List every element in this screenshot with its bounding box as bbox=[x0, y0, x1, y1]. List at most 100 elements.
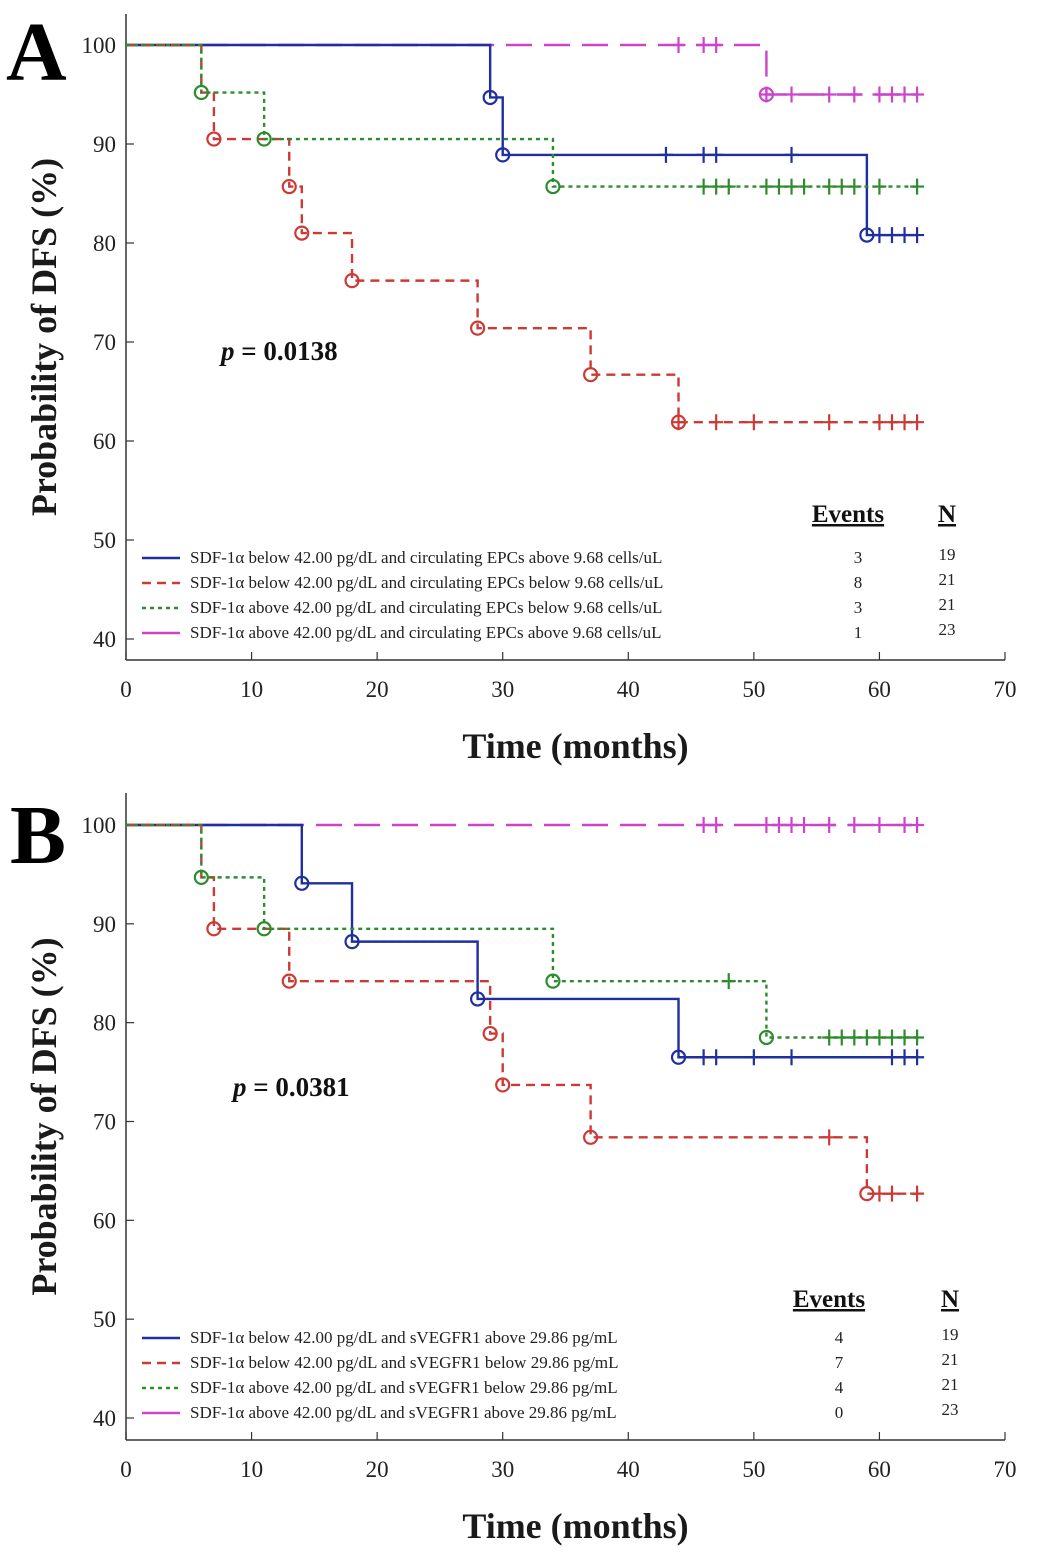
event-marker bbox=[206, 131, 222, 147]
x-tick-label: 60 bbox=[868, 1457, 891, 1482]
censor-marker bbox=[797, 817, 812, 833]
legend-events-count: 0 bbox=[835, 1403, 844, 1422]
event-marker bbox=[470, 991, 486, 1007]
censor-marker bbox=[884, 1029, 899, 1046]
legend-n-count: 21 bbox=[939, 570, 956, 589]
censor-marker bbox=[884, 86, 899, 103]
x-tick-label: 0 bbox=[120, 1457, 132, 1482]
y-axis-label: Probability of DFS (%) bbox=[24, 158, 64, 516]
censor-marker bbox=[859, 1029, 874, 1046]
series-line bbox=[126, 43, 918, 188]
series-2 bbox=[126, 823, 925, 1046]
censor-marker bbox=[759, 817, 774, 833]
legend-header-events: Events bbox=[812, 501, 885, 528]
legend-n-count: 21 bbox=[939, 595, 956, 614]
censor-marker bbox=[671, 414, 686, 431]
event-marker bbox=[482, 1025, 498, 1042]
censor-marker bbox=[910, 1185, 925, 1202]
x-tick-label: 20 bbox=[366, 677, 389, 702]
y-tick-label: 40 bbox=[93, 627, 116, 652]
x-tick-label: 60 bbox=[868, 677, 891, 702]
y-tick-label: 40 bbox=[93, 1406, 116, 1431]
censor-marker bbox=[847, 1029, 862, 1046]
censor-marker bbox=[847, 817, 862, 833]
legend-label: SDF-1α below 42.00 pg/dL and circulating… bbox=[190, 548, 662, 567]
censor-marker bbox=[671, 37, 686, 53]
legend-label: SDF-1α below 42.00 pg/dL and circulating… bbox=[190, 573, 663, 592]
series-line bbox=[126, 43, 918, 237]
y-tick-label: 50 bbox=[93, 528, 116, 553]
censor-marker bbox=[897, 817, 912, 833]
series-0 bbox=[126, 43, 925, 244]
series-line bbox=[126, 823, 918, 1039]
censor-marker bbox=[910, 1029, 925, 1046]
panel-A: 0 10 20 30 40 50 60 70 40 50 60 70 80 90 100 Time (mont… bbox=[6, 6, 1017, 766]
y-tick-label: 50 bbox=[93, 1307, 116, 1332]
x-tick-label: 50 bbox=[742, 677, 765, 702]
legend-header-n: N bbox=[941, 1286, 959, 1313]
event-marker bbox=[583, 1129, 599, 1145]
censor-marker bbox=[784, 146, 799, 163]
censor-marker bbox=[872, 817, 887, 833]
x-tick-label: 50 bbox=[742, 1457, 765, 1482]
x-tick-label: 40 bbox=[617, 677, 640, 702]
legend-n-count: 19 bbox=[942, 1325, 959, 1344]
censor-marker bbox=[822, 817, 837, 833]
event-marker bbox=[294, 875, 310, 891]
censor-marker bbox=[771, 178, 786, 195]
legend-label: SDF-1α above 42.00 pg/dL and sVEGFR1 bel… bbox=[190, 1378, 618, 1397]
legend-label: SDF-1α below 42.00 pg/dL and sVEGFR1 bel… bbox=[190, 1353, 619, 1372]
censor-marker bbox=[872, 178, 887, 195]
p-value-text: = 0.0381 bbox=[247, 1072, 350, 1102]
censor-marker bbox=[746, 1049, 761, 1066]
censor-marker bbox=[771, 817, 786, 833]
x-axis-label: Time (months) bbox=[462, 726, 688, 766]
censor-marker bbox=[709, 37, 724, 53]
legend-events-count: 3 bbox=[854, 598, 863, 617]
event-marker bbox=[482, 89, 498, 106]
censor-marker bbox=[721, 178, 736, 195]
censor-marker bbox=[872, 1185, 887, 1202]
legend-label: SDF-1α above 42.00 pg/dL and circulating… bbox=[190, 623, 661, 642]
legend-label: SDF-1α below 42.00 pg/dL and sVEGFR1 abo… bbox=[190, 1328, 618, 1347]
event-marker bbox=[256, 921, 272, 937]
x-tick-label: 40 bbox=[617, 1457, 640, 1482]
censor-marker bbox=[696, 37, 711, 53]
series-1 bbox=[126, 43, 925, 431]
series-2 bbox=[126, 43, 925, 195]
censor-marker bbox=[709, 1049, 724, 1066]
event-marker bbox=[193, 84, 209, 101]
series-3 bbox=[126, 37, 925, 103]
event-marker bbox=[193, 869, 209, 885]
y-tick-label: 80 bbox=[93, 231, 116, 256]
x-tick-label: 20 bbox=[366, 1457, 389, 1482]
censor-marker bbox=[822, 178, 837, 195]
event-marker bbox=[470, 320, 486, 336]
x-tick-label: 0 bbox=[120, 677, 132, 702]
censor-marker bbox=[696, 817, 711, 833]
series-line bbox=[126, 43, 918, 96]
event-marker bbox=[495, 1077, 511, 1093]
series-1 bbox=[126, 823, 925, 1202]
censor-marker bbox=[709, 817, 724, 833]
x-tick-label: 70 bbox=[994, 677, 1017, 702]
censor-marker bbox=[696, 178, 711, 195]
censor-marker bbox=[872, 1029, 887, 1046]
event-marker bbox=[281, 973, 297, 989]
p-value: p = 0.0138 bbox=[219, 336, 338, 366]
y-tick-label: 100 bbox=[82, 33, 117, 58]
censor-marker bbox=[910, 817, 925, 833]
censor-marker bbox=[784, 86, 799, 103]
censor-marker bbox=[884, 1185, 899, 1202]
censor-marker bbox=[872, 227, 887, 244]
legend-header-n: N bbox=[938, 501, 956, 528]
y-tick-label: 80 bbox=[93, 1011, 116, 1036]
legend-n-count: 19 bbox=[939, 545, 956, 564]
legend-n-count: 21 bbox=[942, 1375, 959, 1394]
censor-marker bbox=[910, 227, 925, 244]
y-axis-label: Probability of DFS (%) bbox=[24, 937, 64, 1295]
event-marker bbox=[583, 367, 599, 383]
legend-n-count: 23 bbox=[939, 620, 956, 639]
